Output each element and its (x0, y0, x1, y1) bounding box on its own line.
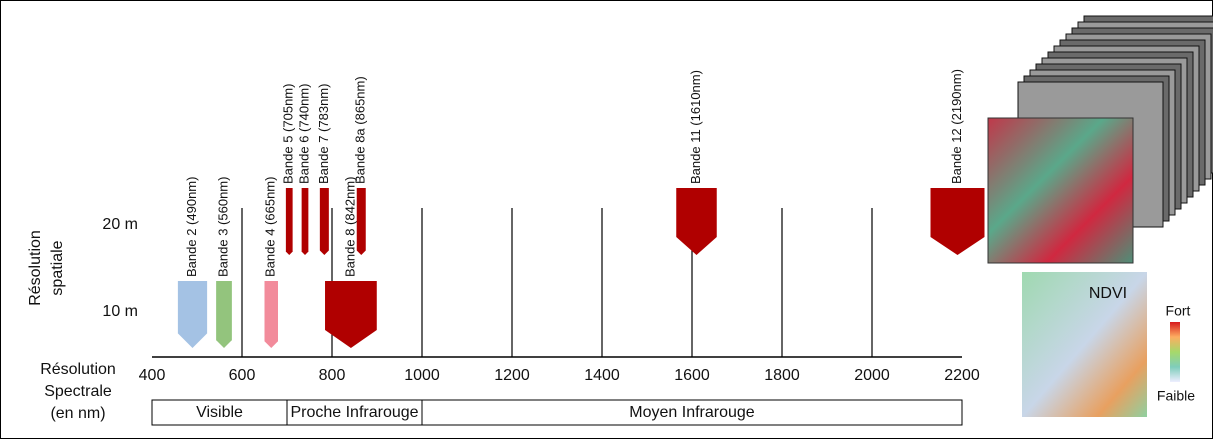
region-label: Visible (196, 404, 243, 421)
x-tick-label: 2000 (854, 367, 890, 384)
ndvi-title: NDVI (1089, 285, 1127, 302)
x-tick-label: 1200 (494, 367, 530, 384)
band-label: Bande 12 (2190nm) (949, 69, 964, 184)
x-tick-label: 2200 (944, 367, 980, 384)
x-tick-label: 600 (229, 367, 256, 384)
region-label: Proche Infrarouge (290, 404, 418, 421)
region-label: Moyen Infrarouge (629, 404, 755, 421)
band-label: Bande 8a (865nm) (353, 76, 368, 184)
band-marker (325, 281, 377, 348)
band-marker (216, 281, 232, 348)
spectral-axis-title: Spectrale (44, 383, 112, 400)
spectral-axis-title: Résolution (40, 361, 116, 378)
spectral-axis-title: (en nm) (50, 405, 105, 422)
spatial-axis-title: spatiale (49, 240, 66, 295)
band-marker (320, 188, 329, 255)
false-color-image (988, 118, 1133, 263)
band-marker (302, 188, 309, 255)
band-label: Bande 3 (560nm) (215, 177, 230, 277)
band-label: Bande 2 (490nm) (184, 177, 199, 277)
spatial-axis-title: Résolution (27, 230, 44, 306)
band-marker (265, 281, 279, 348)
x-tick-label: 1000 (404, 367, 440, 384)
x-tick-label: 1400 (584, 367, 620, 384)
resolution-label: 10 m (102, 303, 138, 320)
band-label: Bande 4 (665nm) (263, 177, 278, 277)
band-label: Bande 6 (740nm) (296, 84, 311, 184)
legend-low: Faible (1157, 388, 1195, 404)
x-tick-label: 400 (139, 367, 166, 384)
resolution-label: 20 m (102, 216, 138, 233)
band-marker (931, 188, 985, 255)
band-marker (286, 188, 293, 255)
x-tick-label: 800 (319, 367, 346, 384)
band-marker (676, 188, 717, 255)
band-label: Bande 11 (1610nm) (688, 70, 703, 184)
x-tick-label: 1600 (674, 367, 710, 384)
band-label: Bande 8 (842nm) (342, 177, 357, 277)
legend-high: Fort (1166, 303, 1191, 319)
band-marker (357, 188, 366, 255)
ndvi-colorbar (1170, 322, 1180, 382)
ndvi-image (1022, 272, 1147, 417)
band-label: Bande 5 (705nm) (281, 84, 296, 184)
x-tick-label: 1800 (764, 367, 800, 384)
diagram: NDVI Fort Faible 400 600 800 1000 1200 1400 16… (0, 0, 1213, 439)
band-marker (178, 281, 207, 348)
band-label: Bande 7 (783nm) (316, 84, 331, 184)
